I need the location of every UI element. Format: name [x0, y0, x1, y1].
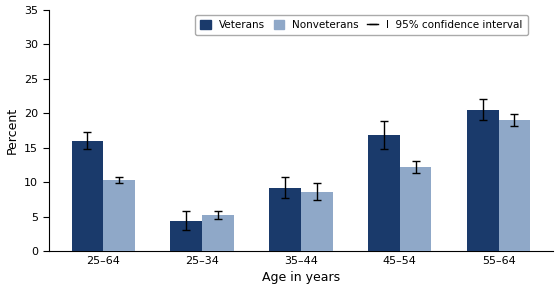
Bar	[103, 180, 135, 251]
Bar	[467, 110, 498, 251]
Bar	[202, 215, 234, 251]
Bar	[400, 167, 431, 251]
X-axis label: Age in years: Age in years	[262, 271, 340, 284]
Bar	[301, 192, 333, 251]
Bar	[498, 120, 530, 251]
Bar	[170, 221, 202, 251]
Bar	[269, 188, 301, 251]
Bar	[72, 141, 103, 251]
Y-axis label: Percent: Percent	[6, 107, 18, 154]
Legend: Veterans, Nonveterans, I  95% confidence interval: Veterans, Nonveterans, I 95% confidence …	[195, 15, 528, 35]
Bar	[368, 135, 400, 251]
